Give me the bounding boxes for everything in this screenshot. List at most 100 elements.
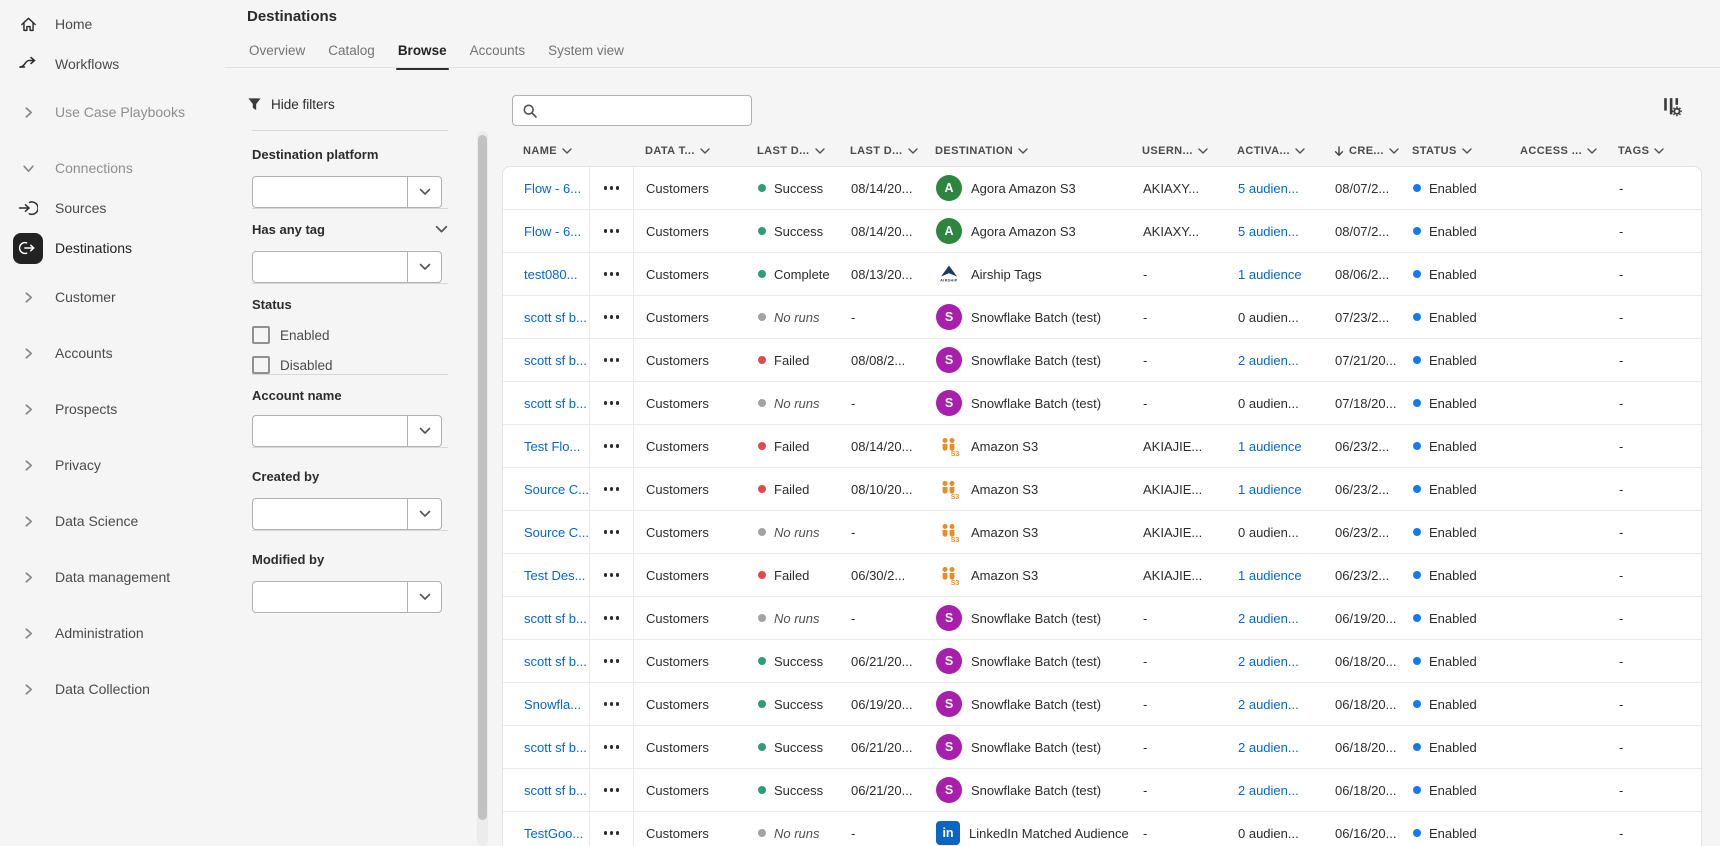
row-name-link[interactable]: test080... (524, 267, 577, 282)
row-actions-button[interactable] (589, 253, 634, 295)
row-name-link[interactable]: Source C... (524, 482, 589, 497)
row-name-link[interactable]: scott sf b... (524, 740, 587, 755)
sidebar-item[interactable]: Administration (0, 613, 205, 653)
activation-link[interactable]: 0 audien... (1238, 396, 1299, 411)
row-actions-button[interactable] (589, 812, 634, 846)
col-header-access[interactable]: ACCESS ... (1508, 145, 1606, 157)
activation-link[interactable]: 0 audien... (1238, 826, 1299, 841)
modified-by-select[interactable] (252, 581, 442, 613)
tab[interactable]: Catalog (326, 40, 377, 68)
activation-link[interactable]: 1 audience (1238, 482, 1302, 497)
run-status-dot (758, 700, 766, 708)
row-name-link[interactable]: Flow - 6... (524, 181, 581, 196)
activation-link[interactable]: 1 audience (1238, 267, 1302, 282)
col-header-activation[interactable]: ACTIVA... (1225, 145, 1322, 157)
tab[interactable]: System view (546, 40, 626, 68)
row-name-link[interactable]: scott sf b... (524, 396, 587, 411)
row-name-link[interactable]: Snowfla... (524, 697, 581, 712)
sidebar-item[interactable]: Privacy (0, 445, 205, 485)
col-header-last-run-date[interactable]: LAST D... (838, 145, 925, 157)
col-header-status[interactable]: STATUS (1400, 145, 1508, 157)
checkbox-icon[interactable] (252, 356, 270, 374)
row-name-link[interactable]: scott sf b... (524, 654, 587, 669)
created-by-select[interactable] (252, 498, 442, 530)
row-actions-button[interactable] (589, 769, 634, 811)
hide-filters-button[interactable]: Hide filters (247, 97, 335, 112)
section-collapse-icon[interactable] (435, 225, 448, 234)
row-name-link[interactable]: scott sf b... (524, 611, 587, 626)
row-actions-button[interactable] (589, 554, 634, 596)
sidebar-item[interactable]: Prospects (0, 389, 205, 429)
sidebar-item[interactable]: Connections (0, 148, 205, 188)
sidebar-item[interactable]: Use Case Playbooks (0, 92, 205, 132)
activation-link[interactable]: 1 audience (1238, 439, 1302, 454)
row-actions-button[interactable] (589, 339, 634, 381)
row-actions-button[interactable] (589, 468, 634, 510)
activation-link[interactable]: 2 audien... (1238, 697, 1299, 712)
activation-link[interactable]: 0 audien... (1238, 310, 1299, 325)
sidebar-item[interactable]: Data Collection (0, 669, 205, 709)
sidebar-item[interactable]: Data Science (0, 501, 205, 541)
row-name-link[interactable]: TestGoo... (524, 826, 583, 841)
row-username: - (1131, 654, 1226, 669)
row-actions-button[interactable] (589, 210, 634, 252)
tab[interactable]: Browse (396, 40, 449, 68)
row-name-link[interactable]: scott sf b... (524, 353, 587, 368)
row-name-link[interactable]: scott sf b... (524, 310, 587, 325)
status-disabled-checkbox[interactable]: Disabled (252, 356, 452, 374)
col-header-created[interactable]: CRE... (1322, 145, 1400, 157)
sidebar-item[interactable]: Data management (0, 557, 205, 597)
row-name-link[interactable]: Test Des... (524, 568, 585, 583)
activation-link[interactable]: 2 audien... (1238, 353, 1299, 368)
activation-link[interactable]: 0 audien... (1238, 525, 1299, 540)
search-box[interactable] (512, 95, 752, 126)
tab[interactable]: Overview (247, 40, 307, 68)
sidebar-item[interactable]: Accounts (0, 333, 205, 373)
row-actions-button[interactable] (589, 167, 634, 209)
status-enabled-checkbox[interactable]: Enabled (252, 326, 452, 344)
activation-link[interactable]: 5 audien... (1238, 224, 1299, 239)
activation-link[interactable]: 1 audience (1238, 568, 1302, 583)
row-name-link[interactable]: Flow - 6... (524, 224, 581, 239)
scrollbar-thumb[interactable] (478, 135, 487, 820)
sidebar-item[interactable]: Destinations (0, 228, 205, 268)
filters-scrollbar[interactable] (477, 131, 488, 846)
row-actions-button[interactable] (589, 296, 634, 338)
col-header-name[interactable]: NAME (502, 145, 588, 157)
row-actions-button[interactable] (589, 425, 634, 467)
destination-platform-select[interactable] (252, 176, 442, 208)
account-name-select[interactable] (252, 415, 442, 447)
col-header-data-type[interactable]: DATA T... (633, 145, 745, 157)
row-actions-button[interactable] (589, 640, 634, 682)
search-input[interactable] (543, 97, 747, 126)
activation-link[interactable]: 2 audien... (1238, 783, 1299, 798)
ellipsis-icon (610, 444, 613, 447)
row-actions-button[interactable] (589, 683, 634, 725)
row-actions-button[interactable] (589, 726, 634, 768)
hide-filters-label: Hide filters (271, 97, 335, 112)
col-header-last-run-status[interactable]: LAST D... (745, 145, 838, 157)
tab[interactable]: Accounts (468, 40, 528, 68)
col-header-tags[interactable]: TAGS (1606, 145, 1702, 157)
sidebar-item[interactable]: Sources (0, 188, 205, 228)
row-name-link[interactable]: scott sf b... (524, 783, 587, 798)
activation-link[interactable]: 2 audien... (1238, 654, 1299, 669)
sidebar-item[interactable]: Home (0, 4, 205, 44)
activation-link[interactable]: 2 audien... (1238, 611, 1299, 626)
row-actions-button[interactable] (589, 511, 634, 553)
has-any-tag-select[interactable] (252, 251, 442, 283)
row-name-link[interactable]: Test Flo... (524, 439, 580, 454)
row-name-link[interactable]: Source C... (524, 525, 589, 540)
row-actions-button[interactable] (589, 597, 634, 639)
destination-label: Amazon S3 (971, 568, 1038, 583)
row-actions-button[interactable] (589, 382, 634, 424)
col-header-destination[interactable]: DESTINATION (925, 145, 1130, 157)
filter-divider (252, 447, 448, 448)
col-header-username[interactable]: USERN... (1130, 145, 1225, 157)
sidebar-item[interactable]: Workflows (0, 44, 205, 84)
activation-link[interactable]: 5 audien... (1238, 181, 1299, 196)
sidebar-item[interactable]: Customer (0, 277, 205, 317)
column-settings-button[interactable] (1657, 93, 1685, 121)
activation-link[interactable]: 2 audien... (1238, 740, 1299, 755)
checkbox-icon[interactable] (252, 326, 270, 344)
